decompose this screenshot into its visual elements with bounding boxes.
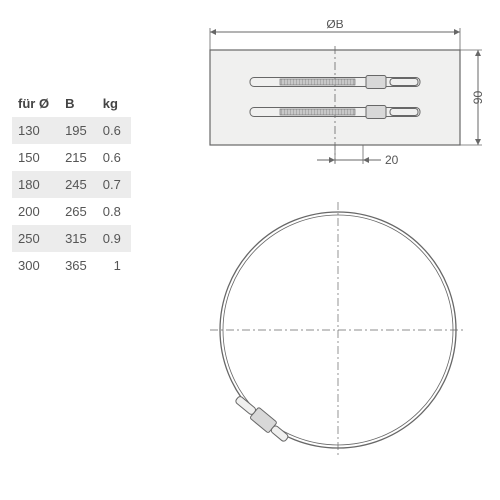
technical-drawing: ØB 90 20 bbox=[200, 20, 500, 490]
svg-text:20: 20 bbox=[385, 153, 399, 167]
table-row: 1502150.6 bbox=[12, 144, 131, 171]
spec-table: für Ø B kg 1301950.61502150.61802450.720… bbox=[12, 90, 131, 279]
col-kg: kg bbox=[97, 90, 131, 117]
col-diameter: für Ø bbox=[12, 90, 59, 117]
table-row: 3003651 bbox=[12, 252, 131, 279]
svg-text:90: 90 bbox=[471, 91, 485, 105]
table-row: 2002650.8 bbox=[12, 198, 131, 225]
table-row: 1802450.7 bbox=[12, 171, 131, 198]
svg-text:ØB: ØB bbox=[326, 20, 343, 31]
table-row: 1301950.6 bbox=[12, 117, 131, 144]
table-row: 2503150.9 bbox=[12, 225, 131, 252]
dimensions-table: für Ø B kg 1301950.61502150.61802450.720… bbox=[12, 90, 131, 279]
col-b: B bbox=[59, 90, 97, 117]
